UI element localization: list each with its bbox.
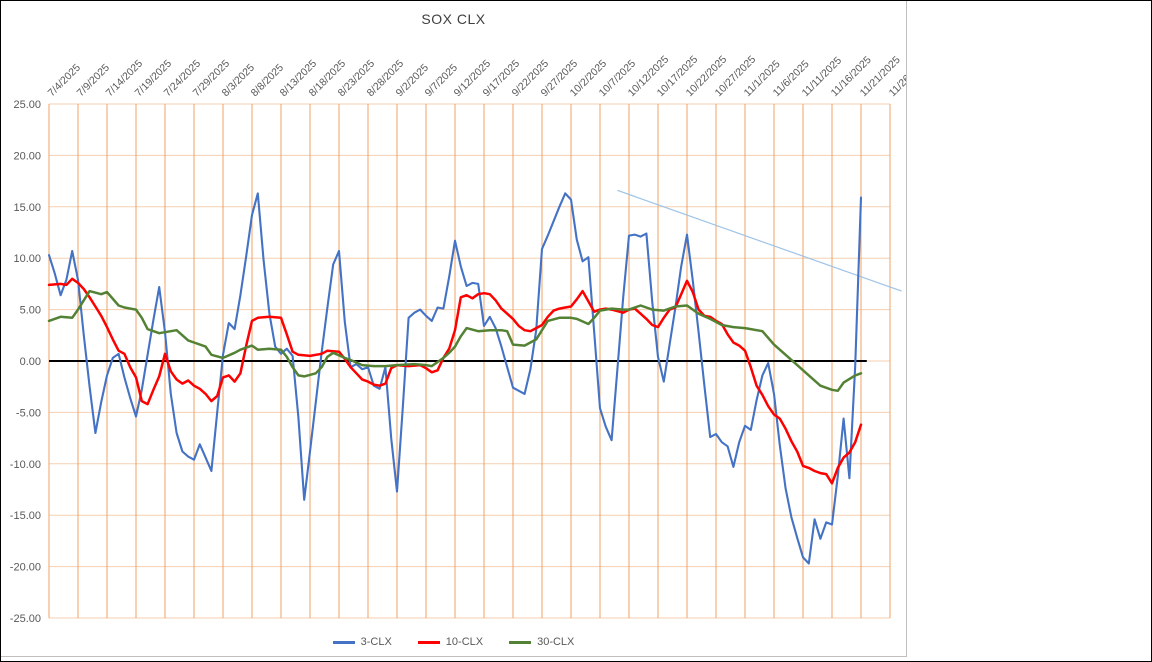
legend-label-10-clx: 10-CLX	[445, 636, 484, 648]
legend-line-sample-10-clx	[417, 640, 440, 644]
chart-canvas: 25.00 20.00 15.00 10.00 5.00 0.00 -5.00 -10.00 -…	[10, 53, 906, 625]
svg-text:-25.00: -25.00	[10, 613, 41, 625]
svg-text:-15.00: -15.00	[10, 510, 41, 522]
svg-text:-20.00: -20.00	[10, 562, 41, 574]
svg-text:25.00: 25.00	[13, 99, 41, 111]
svg-text:10.00: 10.00	[13, 253, 41, 265]
svg-text:20.00: 20.00	[13, 150, 41, 162]
svg-text:-10.00: -10.00	[10, 459, 41, 471]
legend-line-sample-3-clx	[332, 640, 355, 644]
chart-legend: 3-CLX 10-CLX 30-CLX	[1, 636, 906, 648]
legend-item-30-clx[interactable]: 30-CLX	[509, 636, 574, 648]
legend-item-10-clx[interactable]: 10-CLX	[417, 636, 484, 648]
svg-text:-5.00: -5.00	[16, 407, 41, 419]
legend-label-30-clx: 30-CLX	[537, 636, 575, 648]
svg-text:15.00: 15.00	[13, 202, 41, 214]
chart-title: SOX CLX	[421, 11, 486, 27]
legend-label-3-clx: 3-CLX	[360, 636, 392, 648]
chart-frame: SOX CLX 25.00 20.00 15.00 10.00 5.00 0.00 -5.0…	[1, 1, 907, 657]
svg-text:5.00: 5.00	[20, 305, 41, 317]
legend-line-sample-30-clx	[509, 640, 532, 644]
svg-text:0.00: 0.00	[20, 356, 41, 368]
legend-item-3-clx[interactable]: 3-CLX	[332, 636, 392, 648]
